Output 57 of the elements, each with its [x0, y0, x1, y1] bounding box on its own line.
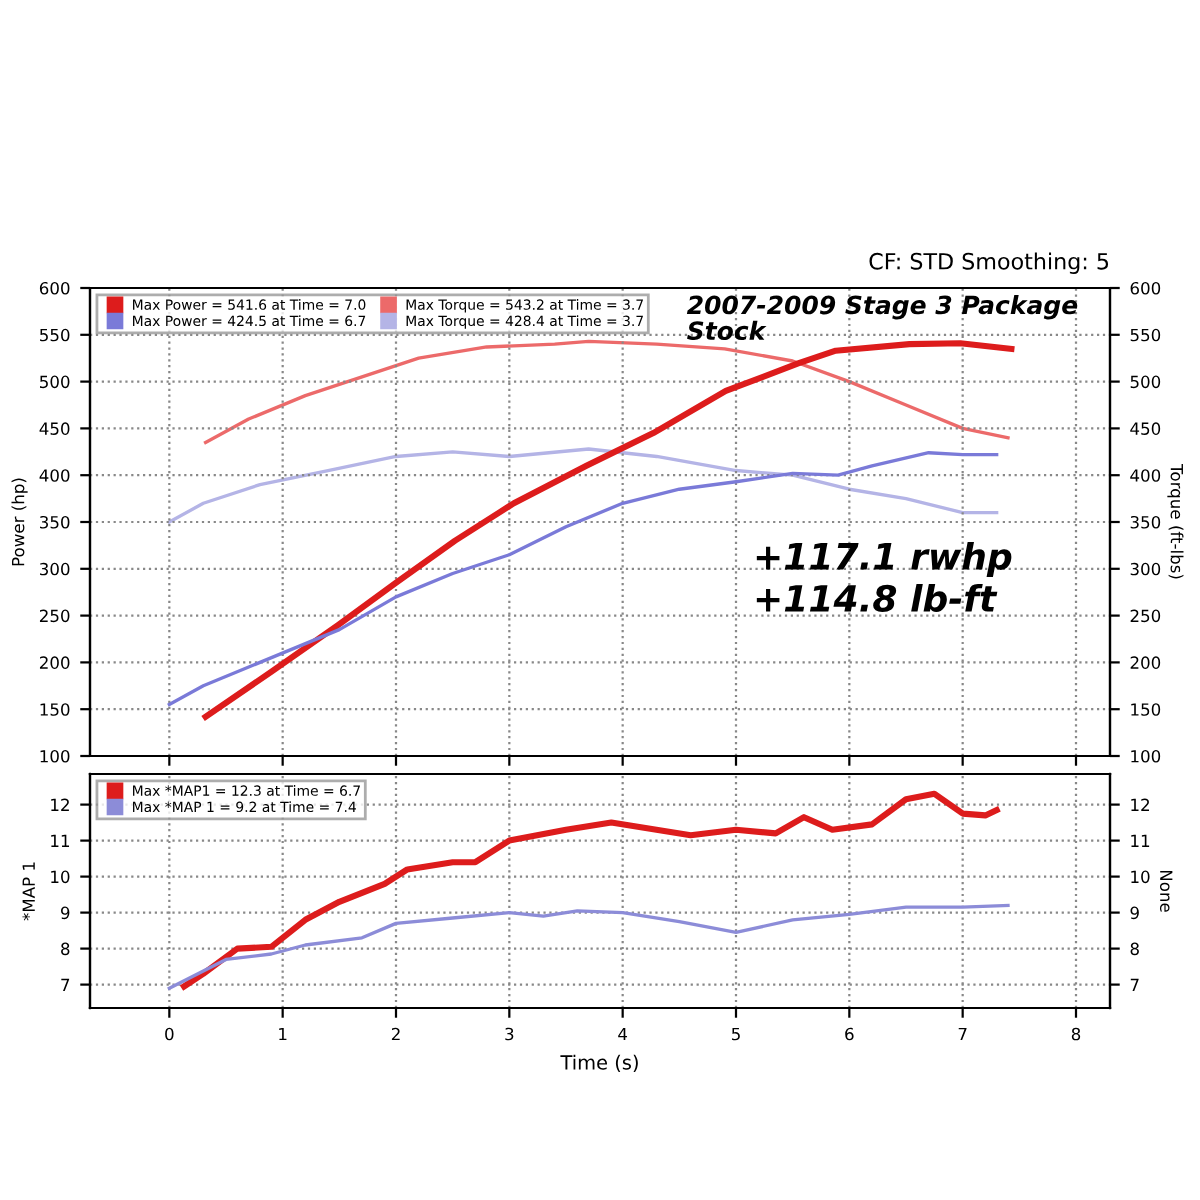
y-tick-label: 350 [40, 515, 70, 529]
y2-tick-label: 10 [1131, 870, 1150, 884]
y2-tick-label: 8 [1130, 942, 1139, 956]
y-tick-label: 150 [40, 703, 70, 716]
y2-tick-label: 450 [1130, 422, 1161, 435]
x-tick-label: 3 [505, 1027, 514, 1041]
y-axis-title: *MAP 1 [22, 862, 35, 921]
x-tick-label: 1 [279, 1027, 287, 1041]
y-tick-label: 10 [51, 870, 70, 884]
y-tick-label: 11 [51, 834, 70, 847]
y-tick-label: 8 [61, 942, 70, 956]
y2-tick-label: 250 [1130, 609, 1161, 623]
x-tick-label: 5 [731, 1027, 740, 1041]
y-tick-label: 450 [39, 422, 70, 435]
x-tick-label: 7 [958, 1027, 967, 1041]
y-tick-label: 550 [40, 328, 70, 342]
y2-tick-label: 400 [1130, 469, 1161, 482]
x-tick-label: 0 [165, 1027, 174, 1041]
y-tick-label: 400 [39, 469, 70, 482]
line-series [202, 340, 1015, 720]
y2-tick-label: 350 [1130, 515, 1161, 529]
line-series [167, 447, 999, 524]
y-tick-label: 500 [40, 375, 70, 389]
text: Stock [687, 320, 767, 341]
y-tick-label: 7 [61, 978, 70, 991]
line-series [167, 903, 1010, 990]
y2-tick-label: 11 [1131, 834, 1150, 847]
y2-tick-label: 200 [1130, 656, 1161, 669]
annotation: +117.1 rwhp [756, 541, 1012, 577]
x-tick-label: 6 [845, 1027, 854, 1041]
x-tick-label: 4 [618, 1027, 628, 1041]
y-tick-label: 100 [40, 749, 70, 763]
y2-tick-label: 300 [1130, 562, 1161, 576]
y-tick-label: 200 [39, 656, 70, 669]
annotation: +114.8 lb-ft [756, 584, 998, 613]
y2-axis-title: Torque (ft-lbs) [1167, 464, 1184, 579]
y-tick-label: 250 [39, 609, 70, 623]
y-tick-label: 600 [39, 281, 70, 295]
y-axis-title: Power (hp) [11, 478, 28, 566]
y2-tick-label: 500 [1130, 375, 1161, 389]
y-tick-label: 12 [51, 798, 69, 811]
y2-tick-label: 550 [1130, 328, 1161, 342]
text: CF: STD Smoothing: 5 [869, 252, 1109, 274]
y2-axis-title: None [1159, 870, 1173, 912]
x-tick-label: 8 [1071, 1027, 1081, 1041]
y-tick-label: 9 [61, 906, 70, 920]
y2-tick-label: 100 [1131, 749, 1161, 763]
y2-tick-label: 12 [1131, 798, 1149, 811]
y2-tick-label: 150 [1131, 703, 1161, 716]
y2-tick-label: 7 [1130, 978, 1139, 991]
x-axis-title: Time (s) [560, 1054, 638, 1073]
y2-tick-label: 600 [1130, 281, 1161, 295]
chart-title: 2007-2009 Stage 3 Package [686, 295, 1078, 320]
y2-tick-label: 9 [1130, 906, 1139, 920]
x-tick-label: 2 [391, 1027, 400, 1041]
y-tick-label: 300 [40, 562, 70, 576]
line-series [203, 339, 1010, 445]
